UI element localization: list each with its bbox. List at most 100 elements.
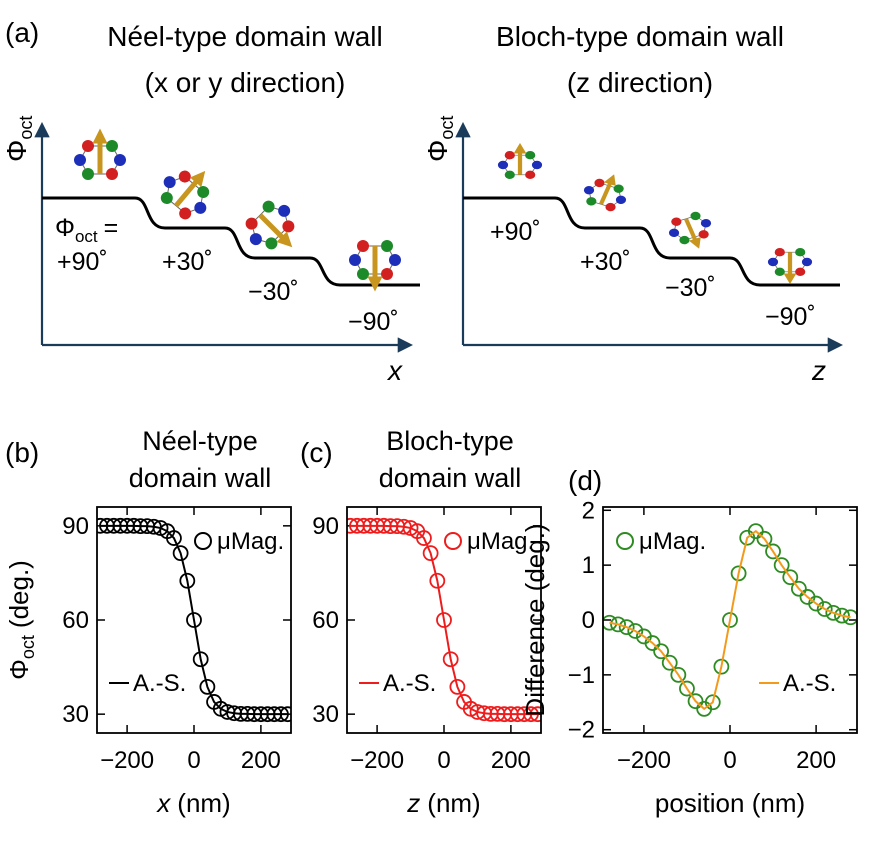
y-axis-label: Φoct (deg.) [4,560,38,680]
x-tick-label: −200 [100,747,154,774]
step-label: −30˚ [665,274,716,302]
data-point [842,609,857,626]
data-point [834,607,850,624]
data-point [773,557,790,574]
data-line [609,529,851,711]
data-point [730,565,747,582]
legend-label: A.-S. [133,670,186,697]
data-point [199,678,216,695]
data-point [627,623,644,639]
data-point [603,614,618,631]
legend-label: μMag. [467,528,534,555]
panel-label: (a) [5,17,39,48]
data-point [422,545,439,562]
x-axis-label: x (nm) [155,788,230,818]
data-point [756,530,773,547]
axis-label: Φoct [1,116,36,162]
x-tick-label: 200 [241,747,281,774]
data-point [644,635,661,651]
legend-marker [616,532,634,550]
y-axis-unit: (deg.) [4,560,34,628]
x-axis-var: x [155,788,171,818]
plot-area [603,523,857,717]
data-line [100,524,288,716]
y-tick-label: −1 [568,662,595,689]
chart-title: Bloch-type [386,426,514,456]
x-axis-unit: (nm) [177,788,230,818]
data-point [618,619,635,636]
panel-label: (c) [300,437,333,468]
plot-area [97,517,291,723]
legend-label: A.-S. [383,670,436,697]
y-tick-label: 90 [312,513,339,540]
step-label: +90˚ [57,248,108,276]
spin-icon [498,148,542,179]
wall-profile [42,196,420,287]
chart: (b) Néel-type domain wall x (nm) Φoct (deg.) −2… [4,426,292,818]
data-point [790,580,807,597]
data-point [808,595,825,612]
plot-frame [602,506,858,734]
step-label: +90˚ [490,218,541,246]
axis-label: x [386,355,403,386]
legend-marker [194,532,212,550]
data-point [429,572,446,589]
x-tick-label: 0 [723,747,736,774]
spin-icon [152,160,220,227]
data-point [713,658,730,675]
axis-label: Φoct [422,116,457,162]
title: Néel-type domain wall [107,21,382,52]
legend-label: A.-S. [783,670,836,697]
y-tick-label: 90 [62,513,89,540]
y-tick-label: 60 [312,607,339,634]
plot-area [347,517,541,723]
data-point [653,643,670,660]
data-point [704,694,721,711]
spin-icon [578,173,632,214]
spin-icon [237,192,305,260]
y-tick-label: 60 [62,607,89,634]
wall-profile [463,196,840,287]
x-tick-label: 200 [491,747,531,774]
plot-frame [96,506,292,734]
x-tick-label: −200 [617,747,671,774]
panel-label: (d) [568,465,602,496]
legend-label: μMag. [639,528,706,555]
x-axis-label: z (nm) [406,788,480,818]
x-tick-label: 200 [796,747,836,774]
x-tick-label: 0 [187,747,200,774]
y-tick-label: 1 [582,552,595,579]
x-tick-label: 0 [437,747,450,774]
data-point [416,530,432,546]
step-label: −90˚ [348,308,399,336]
phase-label: Φoct = [55,214,118,246]
data-point [765,543,781,560]
data-point [670,666,687,683]
spin-icon [663,209,717,250]
x-axis-label: position (nm) [655,788,805,818]
data-point [166,530,182,546]
data-point [782,569,799,586]
step-label: −30˚ [248,278,299,306]
y-axis-label: Difference (deg.) [520,523,550,716]
data-point [436,612,452,628]
subtitle: (z direction) [567,67,713,98]
y-tick-label: 30 [312,701,339,728]
chart: (d) position (nm) Difference (deg.) −200 0 20… [520,465,858,818]
data-point [825,604,842,621]
panel-a: (a) Néel-type domain wall (x or y direct… [1,17,844,386]
y-tick-label: 2 [582,497,595,524]
step-label: +30˚ [162,248,213,276]
chart-title: domain wall [379,463,522,493]
data-point [722,612,738,628]
data-point [449,678,466,695]
legend-marker [444,532,462,550]
data-point [179,572,196,589]
y-axis-symbol: Φ [4,659,34,680]
step-label: −90˚ [765,303,816,331]
spin-icon [768,248,812,279]
data-point [172,545,189,562]
spin-icon [74,136,126,180]
subtitle: (x or y direction) [145,67,346,98]
